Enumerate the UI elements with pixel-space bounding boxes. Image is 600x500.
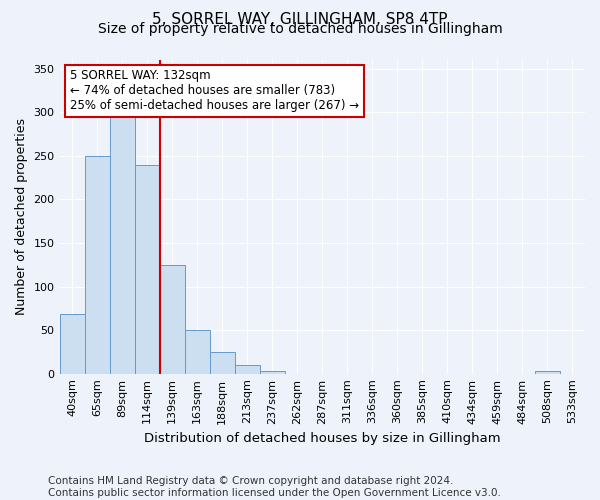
Text: 5, SORREL WAY, GILLINGHAM, SP8 4TP: 5, SORREL WAY, GILLINGHAM, SP8 4TP	[152, 12, 448, 28]
X-axis label: Distribution of detached houses by size in Gillingham: Distribution of detached houses by size …	[144, 432, 500, 445]
Bar	[85, 156, 110, 374]
Bar	[185, 330, 209, 374]
Text: Size of property relative to detached houses in Gillingham: Size of property relative to detached ho…	[98, 22, 502, 36]
Text: Contains HM Land Registry data © Crown copyright and database right 2024.
Contai: Contains HM Land Registry data © Crown c…	[48, 476, 501, 498]
Bar	[209, 352, 235, 374]
Bar	[110, 116, 134, 374]
Text: 5 SORREL WAY: 132sqm
← 74% of detached houses are smaller (783)
25% of semi-deta: 5 SORREL WAY: 132sqm ← 74% of detached h…	[70, 70, 359, 112]
Bar	[160, 265, 185, 374]
Y-axis label: Number of detached properties: Number of detached properties	[15, 118, 28, 316]
Bar	[535, 371, 560, 374]
Bar	[260, 371, 285, 374]
Bar	[235, 365, 260, 374]
Bar	[59, 314, 85, 374]
Bar	[134, 164, 160, 374]
